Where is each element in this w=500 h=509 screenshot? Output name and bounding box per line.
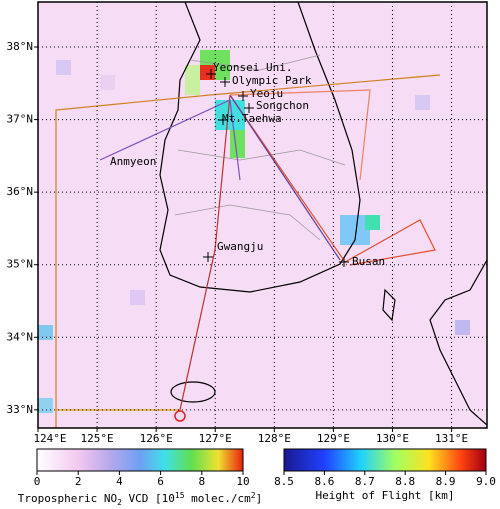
label-part: ] xyxy=(256,492,263,505)
coastline xyxy=(159,2,487,426)
cell xyxy=(365,215,380,230)
x-tick-label: 129°E xyxy=(317,432,350,445)
site-label: Olympic Park xyxy=(232,74,312,87)
x-tick-label: 126°E xyxy=(140,432,173,445)
colorbar-tick-label: 8.8 xyxy=(395,475,415,488)
tsushima xyxy=(382,288,396,322)
colorbar-tick-label: 2 xyxy=(75,475,82,488)
map-background xyxy=(38,2,487,428)
cell xyxy=(455,320,470,335)
start-marker xyxy=(174,410,186,422)
y-tick-label: 37°N xyxy=(7,113,34,126)
y-tick-label: 38°N xyxy=(7,40,34,53)
colorbar-tick-label: 0 xyxy=(34,475,41,488)
site-label: Anmyeon xyxy=(110,155,156,168)
colorbar-label: Height of Flight [km] xyxy=(315,489,454,502)
map: Yeonsei Uni. Olympic Park Yeoju Songchon… xyxy=(38,2,487,428)
colorbar-label: Tropospheric NO2 VCD [1015 molec./cm2] xyxy=(18,491,262,507)
cell xyxy=(38,325,53,340)
site-label: Gwangju xyxy=(217,240,263,253)
jeju xyxy=(170,381,216,403)
x-tick-label: 128°E xyxy=(258,432,291,445)
x-tick-label: 125°E xyxy=(81,432,114,445)
y-tick-label: 36°N xyxy=(7,185,34,198)
site-marker xyxy=(206,69,216,79)
label-part: Tropospheric NO xyxy=(18,492,117,505)
y-tick-label: 35°N xyxy=(7,258,34,271)
site-label: Yeoju xyxy=(250,87,283,100)
label-part: molec./cm xyxy=(185,492,252,505)
cell xyxy=(100,75,115,90)
site-marker xyxy=(203,252,213,262)
cell xyxy=(415,95,430,110)
map-frame xyxy=(37,1,488,429)
graticule xyxy=(38,2,487,428)
site-label: Songchon xyxy=(256,99,309,112)
label-part: VCD [10 xyxy=(122,492,175,505)
track xyxy=(55,74,441,428)
cell xyxy=(185,65,200,95)
y-tick-label: 33°N xyxy=(7,403,34,416)
x-tick-label: 124°E xyxy=(33,432,66,445)
site-label: Mt.Taehwa xyxy=(222,112,282,125)
label-part: 2 xyxy=(251,491,256,500)
border xyxy=(174,204,321,241)
colorbar-tick-label: 8.9 xyxy=(436,475,456,488)
colorbar-tick-label: 6 xyxy=(157,475,164,488)
kyushu xyxy=(429,259,487,426)
x-tick-label: 131°E xyxy=(435,432,468,445)
label-part: 15 xyxy=(175,491,185,500)
no2-cells xyxy=(38,50,470,413)
korea-coast xyxy=(159,2,361,293)
colorbar-tick-label: 8.5 xyxy=(274,475,294,488)
site-marker xyxy=(220,77,230,87)
site-label: Yeonsei Uni. xyxy=(213,61,292,74)
site-marker xyxy=(244,103,254,113)
colorbar-tick-label: 8 xyxy=(198,475,205,488)
colorbar-height xyxy=(283,448,487,472)
x-tick-label: 127°E xyxy=(199,432,232,445)
label-part: 2 xyxy=(117,498,122,507)
x-tick-label: 130°E xyxy=(376,432,409,445)
cell xyxy=(130,290,145,305)
colorbar-tick-label: 10 xyxy=(236,475,249,488)
border xyxy=(189,54,321,71)
cell xyxy=(38,398,53,413)
site-label: Busan xyxy=(352,255,385,268)
colorbar-tick-label: 8.7 xyxy=(355,475,375,488)
cell xyxy=(230,130,245,158)
site-markers xyxy=(203,69,349,267)
site-marker xyxy=(339,257,349,267)
site-marker xyxy=(238,91,248,101)
colorbar-tick-label: 4 xyxy=(116,475,123,488)
track xyxy=(229,94,436,266)
colorbar-no2 xyxy=(36,448,244,472)
track xyxy=(229,94,341,261)
colorbar-tick-label: 9.0 xyxy=(476,475,496,488)
colorbar-tick-label: 8.6 xyxy=(314,475,334,488)
y-tick-label: 34°N xyxy=(7,330,34,343)
cell xyxy=(56,60,71,75)
track xyxy=(229,89,371,181)
track xyxy=(99,99,241,181)
